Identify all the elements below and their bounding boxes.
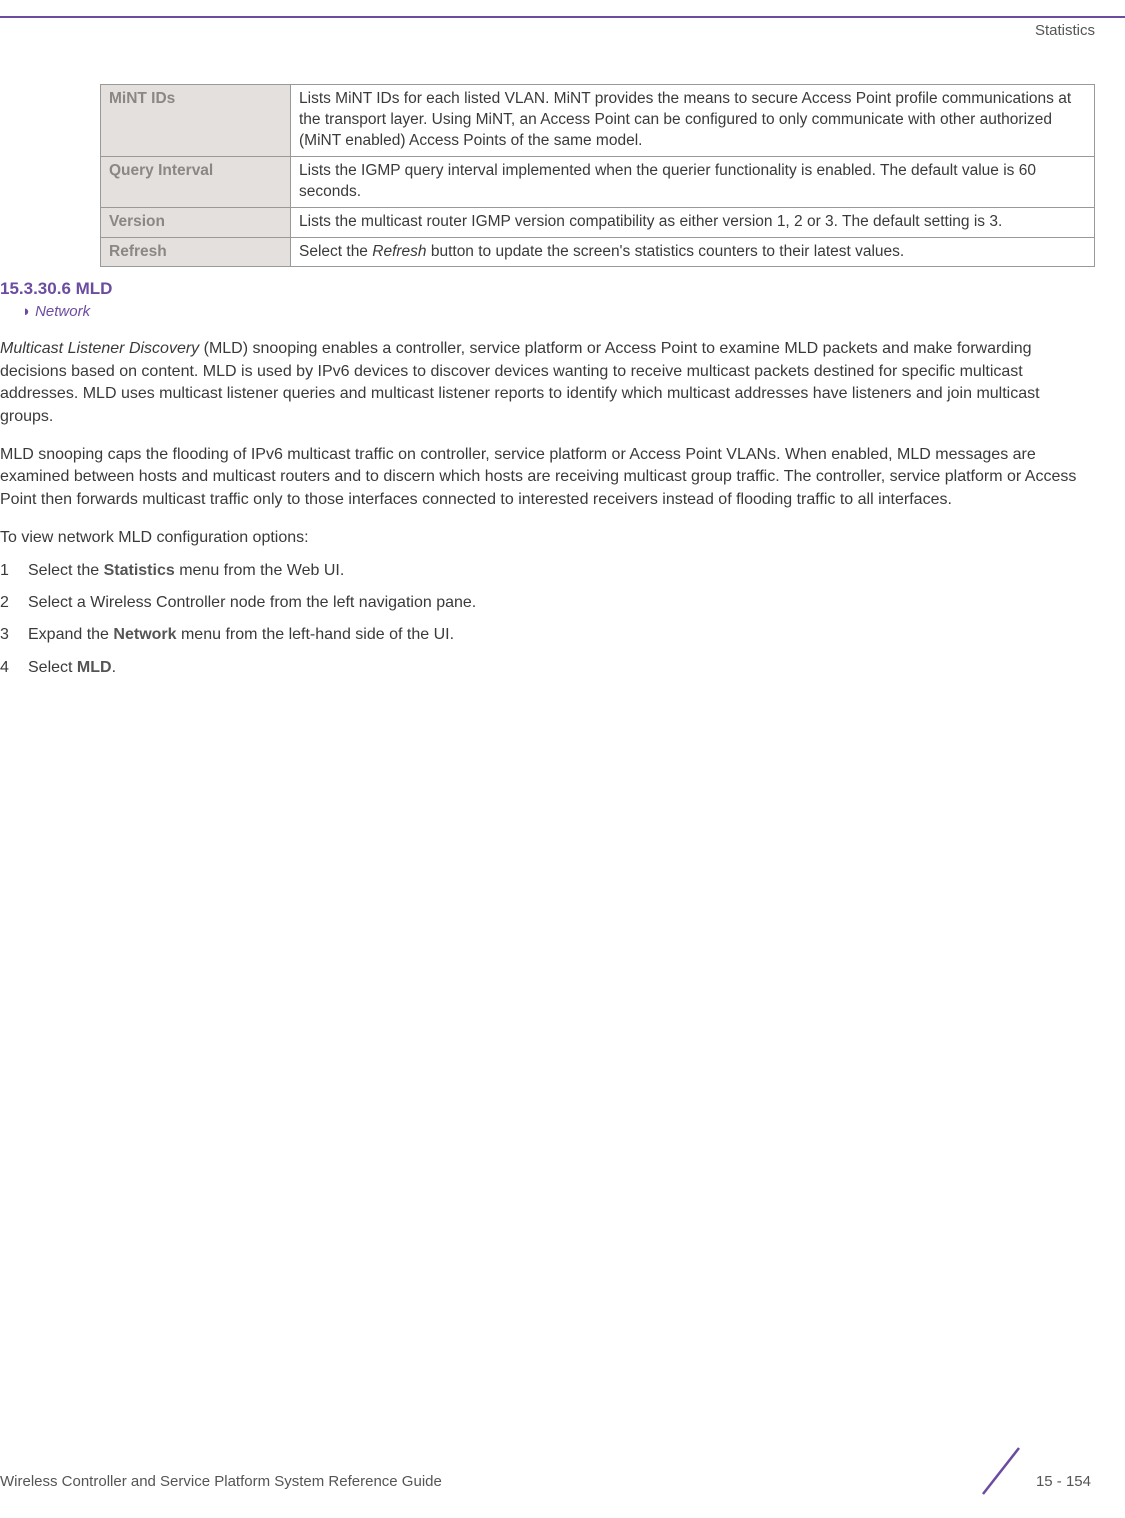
paragraph: MLD snooping caps the flooding of IPv6 m… <box>0 444 1095 511</box>
table-row: MiNT IDs Lists MiNT IDs for each listed … <box>101 85 1095 157</box>
step-bold: MLD <box>77 659 112 676</box>
desc-cell: Lists the IGMP query interval implemente… <box>291 156 1095 207</box>
step-item: 2 Select a Wireless Controller node from… <box>0 592 1095 614</box>
desc-em: Refresh <box>372 243 426 260</box>
term-cell: Refresh <box>101 237 291 267</box>
desc-text: Select the <box>299 243 372 260</box>
step-bold: Network <box>113 626 176 643</box>
definitions-table: MiNT IDs Lists MiNT IDs for each listed … <box>100 84 1095 267</box>
paragraph: Multicast Listener Discovery (MLD) snoop… <box>0 338 1095 428</box>
desc-cell: Lists MiNT IDs for each listed VLAN. MiN… <box>291 85 1095 157</box>
table-row: Version Lists the multicast router IGMP … <box>101 207 1095 237</box>
footer-page-number: 15 - 154 <box>1036 1473 1091 1490</box>
step-bold: Statistics <box>104 562 175 579</box>
term-cell: Query Interval <box>101 156 291 207</box>
term-cell: MiNT IDs <box>101 85 291 157</box>
step-number: 3 <box>0 624 9 646</box>
step-text: . <box>112 659 116 676</box>
step-text: Select the <box>28 562 104 579</box>
arrow-icon: ◗ <box>22 303 31 320</box>
footer-guide-title: Wireless Controller and Service Platform… <box>0 1473 442 1490</box>
section-heading: 15.3.30.6 MLD <box>0 279 1095 299</box>
step-number: 1 <box>0 560 9 582</box>
step-item: 3 Expand the Network menu from the left-… <box>0 624 1095 646</box>
step-text: Select <box>28 659 77 676</box>
table-row: Query Interval Lists the IGMP query inte… <box>101 156 1095 207</box>
desc-cell: Lists the multicast router IGMP version … <box>291 207 1095 237</box>
page-content: MiNT IDs Lists MiNT IDs for each listed … <box>0 84 1095 679</box>
top-rule <box>0 16 1125 18</box>
breadcrumb[interactable]: ◗Network <box>22 303 1095 320</box>
desc-cell: Select the Refresh button to update the … <box>291 237 1095 267</box>
step-number: 2 <box>0 592 9 614</box>
steps-list: 1 Select the Statistics menu from the We… <box>0 560 1095 680</box>
step-item: 1 Select the Statistics menu from the We… <box>0 560 1095 582</box>
step-text: menu from the left-hand side of the UI. <box>177 626 454 643</box>
desc-text: button to update the screen's statistics… <box>427 243 905 260</box>
table-row: Refresh Select the Refresh button to upd… <box>101 237 1095 267</box>
step-item: 4 Select MLD. <box>0 657 1095 679</box>
step-number: 4 <box>0 657 9 679</box>
para-em: Multicast Listener Discovery <box>0 340 199 357</box>
footer-slash-icon <box>971 1446 1031 1496</box>
running-head: Statistics <box>1035 22 1095 39</box>
step-text: Select a Wireless Controller node from t… <box>28 594 476 611</box>
breadcrumb-label: Network <box>35 303 90 320</box>
step-text: menu from the Web UI. <box>175 562 345 579</box>
term-cell: Version <box>101 207 291 237</box>
paragraph: To view network MLD configuration option… <box>0 527 1095 549</box>
page-footer: Wireless Controller and Service Platform… <box>0 1450 1095 1490</box>
step-text: Expand the <box>28 626 113 643</box>
